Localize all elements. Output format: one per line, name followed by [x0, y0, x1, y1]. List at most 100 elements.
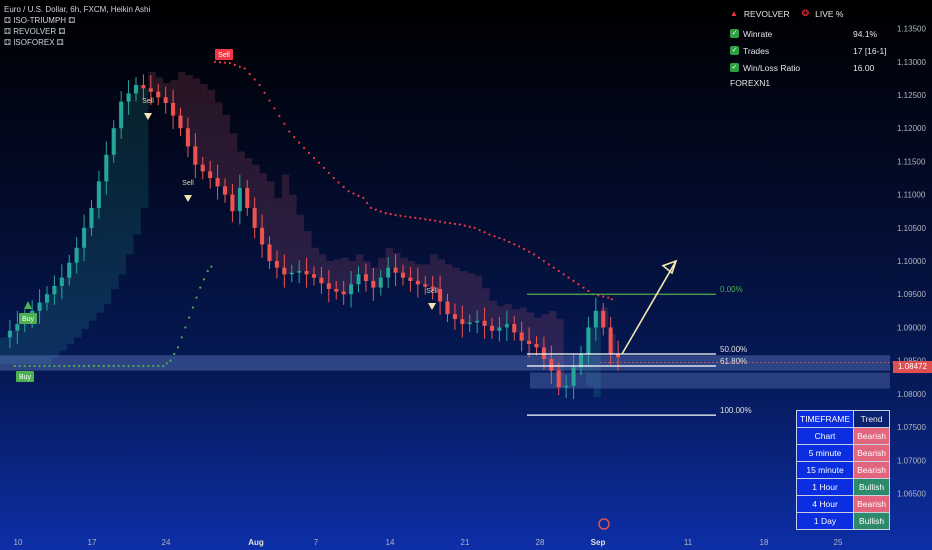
- buy-trail-dot: [122, 364, 125, 368]
- cloud-segment: [415, 264, 423, 285]
- sell-trail-dot: [223, 61, 227, 64]
- buy-trail-dot: [176, 346, 180, 349]
- check-icon: ✓: [730, 63, 739, 72]
- table-row: 1 Hour Bullish: [795, 478, 891, 496]
- candle-body: [423, 284, 428, 287]
- sell-trail-dot: [448, 222, 452, 225]
- y-tick-label: 1.13500: [897, 25, 926, 34]
- fib-level-label: 100.00%: [720, 406, 752, 415]
- sell-trail-dot: [302, 147, 306, 150]
- candle-body: [45, 294, 49, 303]
- x-tick-label: Sep: [591, 538, 606, 547]
- candle-body: [534, 344, 539, 348]
- candle-body: [245, 187, 250, 208]
- cloud-segment: [504, 304, 512, 325]
- symbol-title: Euro / U.S. Dollar, 6h, FXCM, Heikin Ash…: [4, 5, 151, 14]
- x-tick-label: 28: [536, 538, 545, 547]
- sell-trail-dot: [288, 130, 291, 133]
- candle-body: [59, 277, 64, 286]
- cloud-segment: [459, 271, 468, 325]
- sell-trail-dot: [352, 192, 355, 195]
- candle-body: [156, 91, 161, 98]
- x-tick-label: 21: [461, 538, 470, 547]
- candle-body: [89, 207, 94, 228]
- candle-body: [282, 267, 287, 275]
- indicator-isoforex[interactable]: ⚃ ISOFOREX ⚃: [4, 38, 64, 47]
- signal-label: Buy: [22, 316, 35, 323]
- sell-trail-dot: [473, 226, 476, 229]
- y-tick-label: 1.12500: [897, 91, 926, 100]
- cloud-segment: [200, 84, 208, 172]
- cloud-segment: [66, 262, 75, 345]
- buy-trail-dot: [63, 364, 66, 368]
- candle-body: [163, 97, 168, 103]
- timeframe-table: TIMEFRAME Trend Chart Bearish 5 minute Bea…: [795, 410, 891, 530]
- x-tick-label: 18: [760, 538, 769, 547]
- sell-trail-dot: [438, 220, 442, 223]
- candle-body: [260, 227, 265, 245]
- cloud-segment: [326, 261, 334, 289]
- buy-trail-dot: [33, 364, 36, 368]
- cloud-segment: [237, 151, 245, 188]
- candle-body: [326, 283, 331, 289]
- buy-trail-dot: [127, 364, 130, 368]
- indicator-iso-triumph[interactable]: ⚃ ISO-TRIUMPH ⚃: [4, 16, 76, 25]
- candle-body: [297, 271, 302, 273]
- candle-body: [230, 194, 235, 212]
- cloud-segment: [155, 77, 164, 98]
- cloud-segment: [274, 197, 282, 268]
- candle-body: [571, 367, 576, 386]
- cloud-segment: [222, 114, 230, 195]
- tradingview-logo-icon: [598, 518, 610, 530]
- sell-trail-dot: [527, 250, 531, 253]
- cloud-segment: [215, 102, 223, 187]
- sell-trail-dot: [268, 99, 271, 102]
- sell-trail-dot: [404, 215, 407, 218]
- sell-trail-dot: [607, 296, 610, 299]
- brand-label: FOREXN1: [730, 78, 771, 88]
- candle-body: [15, 324, 20, 331]
- sell-trail-dot: [263, 91, 266, 94]
- candle-body: [319, 277, 324, 284]
- sell-trail-dot: [399, 214, 402, 217]
- buy-trail-dot: [180, 336, 183, 339]
- cloud-segment: [370, 267, 379, 288]
- candle-body: [126, 93, 131, 102]
- candle-body: [363, 274, 368, 281]
- stats-row-trades: ✓ Trades 17 [16-1]: [730, 45, 887, 56]
- cloud-segment: [37, 302, 45, 364]
- candle-body: [178, 115, 183, 129]
- table-row: 1 Day Bullish: [795, 512, 891, 530]
- cloud-segment: [259, 173, 267, 245]
- buy-trail-dot: [18, 364, 21, 368]
- candle-body: [119, 101, 124, 129]
- check-icon: ✓: [730, 46, 739, 55]
- cloud-segment: [170, 80, 178, 116]
- cloud-segment: [519, 307, 527, 341]
- x-tick-label: 25: [834, 538, 843, 547]
- sell-trail-dot: [218, 61, 222, 64]
- buy-trail-dot: [165, 362, 168, 365]
- candle-body: [616, 354, 621, 358]
- sell-trail-dot: [243, 67, 246, 70]
- candle-body: [393, 267, 398, 273]
- buy-trail-dot: [184, 326, 187, 329]
- buy-trail-dot: [169, 359, 172, 362]
- buy-trail-dot: [87, 364, 91, 368]
- support-band: [0, 355, 890, 371]
- cloud-segment: [356, 254, 364, 275]
- candle-body: [378, 277, 383, 288]
- candle-body: [452, 314, 457, 320]
- candle-body: [601, 310, 606, 328]
- cloud-segment: [126, 93, 134, 255]
- sell-trail-dot: [238, 65, 241, 68]
- indicator-revolver[interactable]: ⚃ REVOLVER ⚃: [4, 27, 66, 36]
- buy-trail-dot: [152, 364, 155, 368]
- buy-trail-dot: [82, 364, 86, 368]
- buy-trail-dot: [162, 364, 165, 368]
- sell-trail-dot: [552, 266, 555, 269]
- sell-trail-dot: [322, 166, 325, 169]
- sell-trail-dot: [587, 289, 590, 293]
- sell-trail-dot: [518, 245, 521, 248]
